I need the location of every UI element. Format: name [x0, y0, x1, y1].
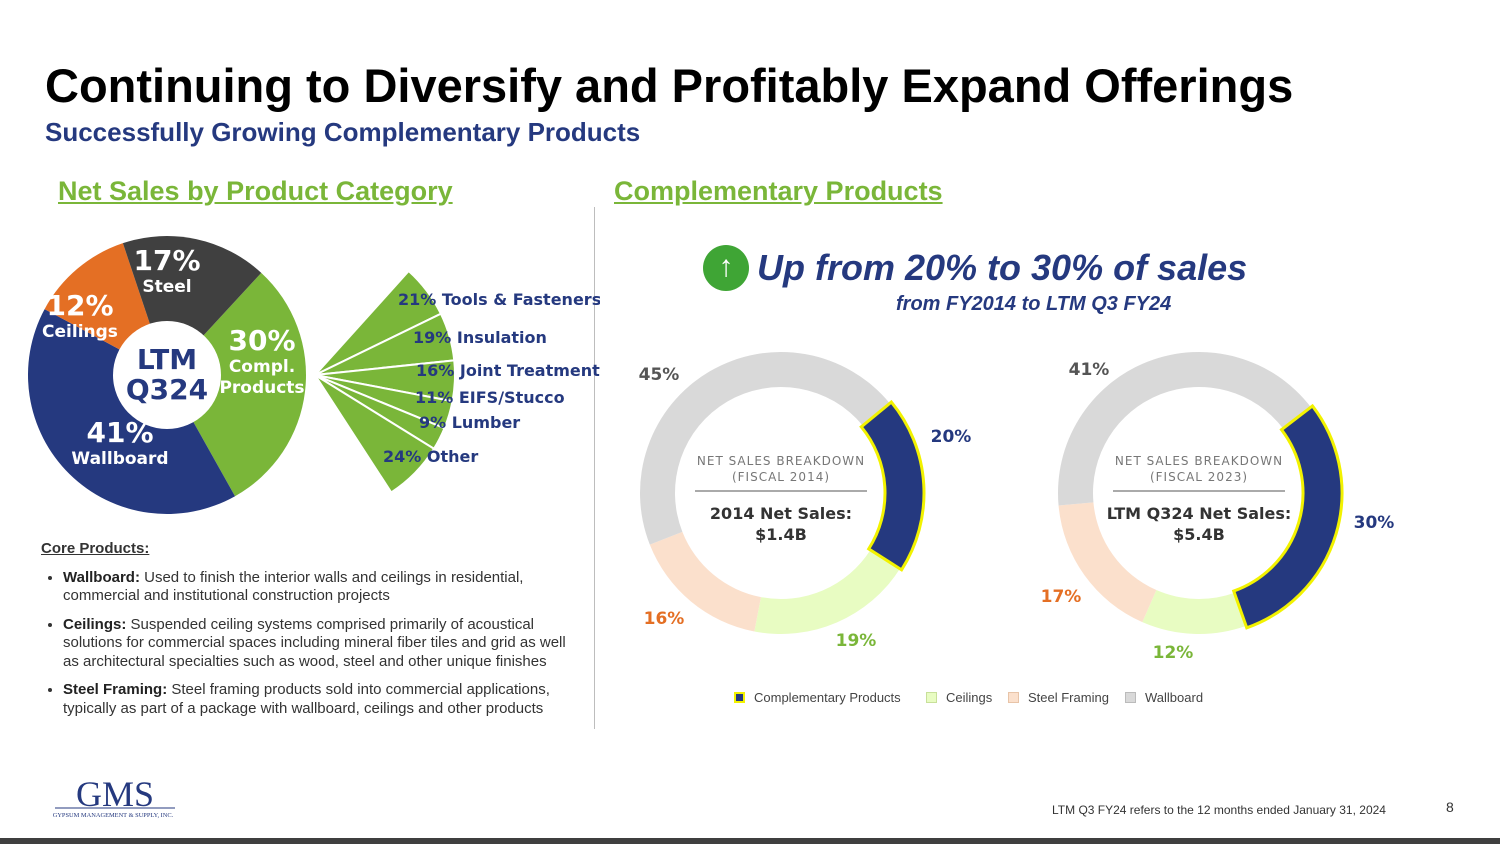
donut-value-label: 20%	[931, 427, 972, 447]
net-sales-pie-chart: 30%Compl.Products41%Wallboard12%Ceilings…	[27, 236, 600, 514]
legend-label: Ceilings	[946, 690, 993, 705]
legend-wallboard: Wallboard	[1125, 690, 1203, 705]
core-text: Used to finish the interior walls and ce…	[63, 568, 524, 605]
page-number: 8	[1446, 799, 1454, 815]
legend-steel-framing: Steel Framing	[1008, 690, 1109, 705]
breakdown-label: 19% Insulation	[413, 328, 547, 347]
donut-title: (FISCAL 2014)	[732, 470, 830, 484]
donut-highlight-slice	[859, 399, 926, 572]
legend-label: Complementary Products	[754, 690, 901, 705]
core-item-steel-framing: Steel Framing: Steel framing products so…	[63, 681, 581, 718]
pie-category-label: Compl.	[229, 357, 295, 377]
pie-center-label: Q324	[126, 373, 208, 406]
donut-charts: 20% 19% 16% 45% NET SALES BREAKDOWN (FISCAL 2…	[639, 352, 1395, 663]
pie-value-label: 17%	[133, 244, 200, 277]
donut-center-label: LTM Q324 Net Sales:	[1107, 504, 1292, 523]
donut-center-label: $1.4B	[755, 525, 807, 544]
pie-category-label: Ceilings	[42, 322, 118, 342]
breakdown-label: 9% Lumber	[419, 413, 520, 432]
headline: ↑ Up from 20% to 30% of sales	[703, 245, 1247, 291]
donut-slice-wallboard	[640, 352, 890, 545]
headline-subtext: from FY2014 to LTM Q3 FY24	[896, 293, 1172, 315]
core-item-ceilings: Ceilings: Suspended ceiling systems comp…	[63, 616, 581, 672]
core-products: Core Products: Wallboard: Used to finish…	[41, 540, 581, 728]
breakdown-label: 11% EIFS/Stucco	[415, 388, 565, 407]
breakdown-label: 16% Joint Treatment	[416, 361, 600, 380]
legend-swatch	[1008, 692, 1019, 703]
net-sales-heading: Net Sales by Product Category	[58, 176, 453, 206]
gms-logo: GMS GYPSUM MANAGEMENT & SUPPLY, INC.	[53, 776, 175, 819]
section-divider	[594, 207, 595, 729]
core-item-wallboard: Wallboard: Used to finish the interior w…	[63, 569, 581, 606]
core-term: Steel Framing:	[63, 681, 168, 698]
pie-value-label: 30%	[228, 324, 295, 357]
core-products-heading: Core Products:	[41, 540, 150, 557]
bottom-bar	[0, 838, 1500, 844]
legend-swatch	[926, 692, 937, 703]
donut-value-label: 17%	[1041, 587, 1082, 607]
headline-text: Up from 20% to 30% of sales	[757, 247, 1248, 288]
legend-swatch	[1125, 692, 1136, 703]
svg-text:GYPSUM MANAGEMENT & SUPPLY, IN: GYPSUM MANAGEMENT & SUPPLY, INC.	[53, 812, 174, 819]
donut-slice-steel-framing	[649, 531, 761, 632]
donut-slice-ceilings	[754, 549, 900, 634]
legend-complementary: Complementary Products	[734, 690, 901, 705]
complementary-heading: Complementary Products	[614, 176, 943, 206]
core-term: Wallboard:	[63, 568, 140, 586]
breakdown-label: 21% Tools & Fasteners	[398, 290, 600, 309]
pie-center-label: LTM	[137, 343, 197, 376]
pie-category-label: Wallboard	[71, 449, 168, 469]
legend-swatch	[734, 692, 745, 703]
pie-slice-compl-products	[167, 272, 306, 497]
donut-value-label: 45%	[639, 365, 680, 385]
donut-value-label: 16%	[644, 609, 685, 629]
pie-center-hole	[113, 321, 221, 429]
donut-value-label: 41%	[1069, 360, 1110, 380]
core-text: Suspended ceiling systems comprised prim…	[63, 615, 566, 670]
donut-title: NET SALES BREAKDOWN	[697, 454, 865, 468]
donut-center-label: 2014 Net Sales:	[710, 504, 852, 523]
pie-category-label: Steel	[142, 277, 191, 297]
footnote: LTM Q3 FY24 refers to the 12 months ende…	[1052, 803, 1386, 817]
donut-slice-steel-framing	[1058, 502, 1157, 623]
donut-slice-wallboard	[1058, 352, 1311, 506]
breakdown-slice	[314, 374, 436, 494]
legend-label: Steel Framing	[1028, 690, 1109, 705]
donut-value-label: 19%	[836, 631, 877, 651]
donut-value-label: 30%	[1354, 513, 1395, 533]
donut-title: (FISCAL 2023)	[1150, 470, 1248, 484]
legend-label: Wallboard	[1145, 690, 1204, 705]
pie-value-label: 12%	[46, 289, 113, 322]
donut-center-label: $5.4B	[1173, 525, 1225, 544]
donut-title: NET SALES BREAKDOWN	[1115, 454, 1283, 468]
pie-category-label: Products	[219, 378, 304, 398]
core-term: Ceilings:	[63, 615, 127, 633]
donut-slice-ceilings	[1142, 590, 1247, 634]
donut-highlight-slice	[1231, 403, 1344, 630]
page-subtitle: Successfully Growing Complementary Produ…	[45, 117, 641, 147]
page-title: Continuing to Diversify and Profitably E…	[45, 59, 1294, 112]
breakdown-label: 24% Other	[383, 447, 478, 466]
core-text: Steel framing products sold into commerc…	[63, 681, 550, 717]
donut-value-label: 12%	[1153, 643, 1194, 663]
legend-ceilings: Ceilings	[926, 690, 992, 705]
up-arrow-icon: ↑	[703, 245, 749, 291]
